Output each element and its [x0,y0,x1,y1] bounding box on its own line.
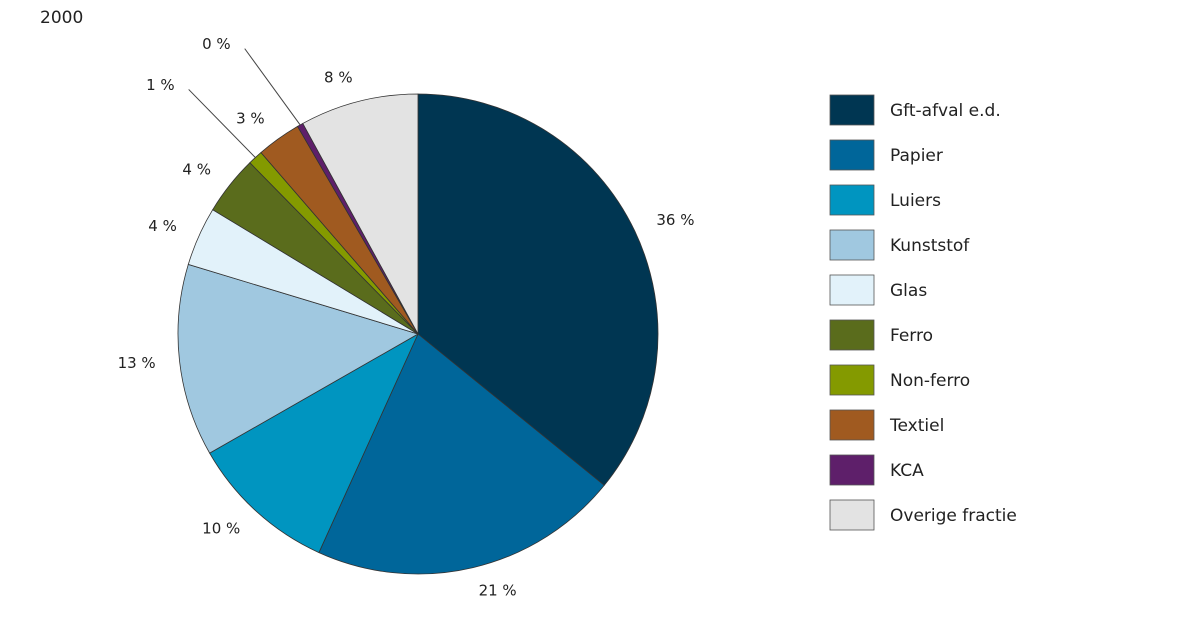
legend-label: Ferro [890,326,933,346]
leader-line [244,48,301,126]
legend-swatch [829,364,875,396]
legend-swatch [829,454,875,486]
legend-label: Gft-afval e.d. [890,101,1001,121]
legend-swatch [829,274,875,306]
data-label: 21 % [479,581,517,599]
legend-label: Glas [890,281,927,301]
pie-slice [209,333,419,554]
data-label: 8 % [324,69,353,87]
chart-title: 2000 [40,8,83,28]
legend-label: Textiel [889,416,944,436]
legend-swatch [829,229,875,261]
data-label: 4 % [148,217,177,235]
legend-label: KCA [890,461,924,481]
pie-slice [417,93,659,486]
data-label: 13 % [118,354,156,372]
legend-swatch [829,94,875,126]
legend-label: Overige fractie [890,506,1017,526]
legend-label: Non-ferro [890,371,970,391]
legend-swatch [829,319,875,351]
pie-slice [318,333,605,575]
legend-swatch [829,184,875,216]
pie-slice [177,263,420,454]
legend-label: Luiers [890,191,941,211]
data-label: 3 % [236,110,265,128]
legend-swatch [829,409,875,441]
legend-label: Papier [890,146,943,166]
legend-swatch [829,499,875,531]
legend-label: Kunststof [890,236,970,256]
data-label: 36 % [656,211,694,229]
legend-swatch [829,139,875,171]
data-label: 1 % [146,76,175,94]
data-label: 0 % [202,35,231,53]
data-label: 4 % [182,161,211,179]
pie-slice [302,93,419,335]
data-label: 10 % [202,520,240,538]
leader-line [188,89,256,158]
